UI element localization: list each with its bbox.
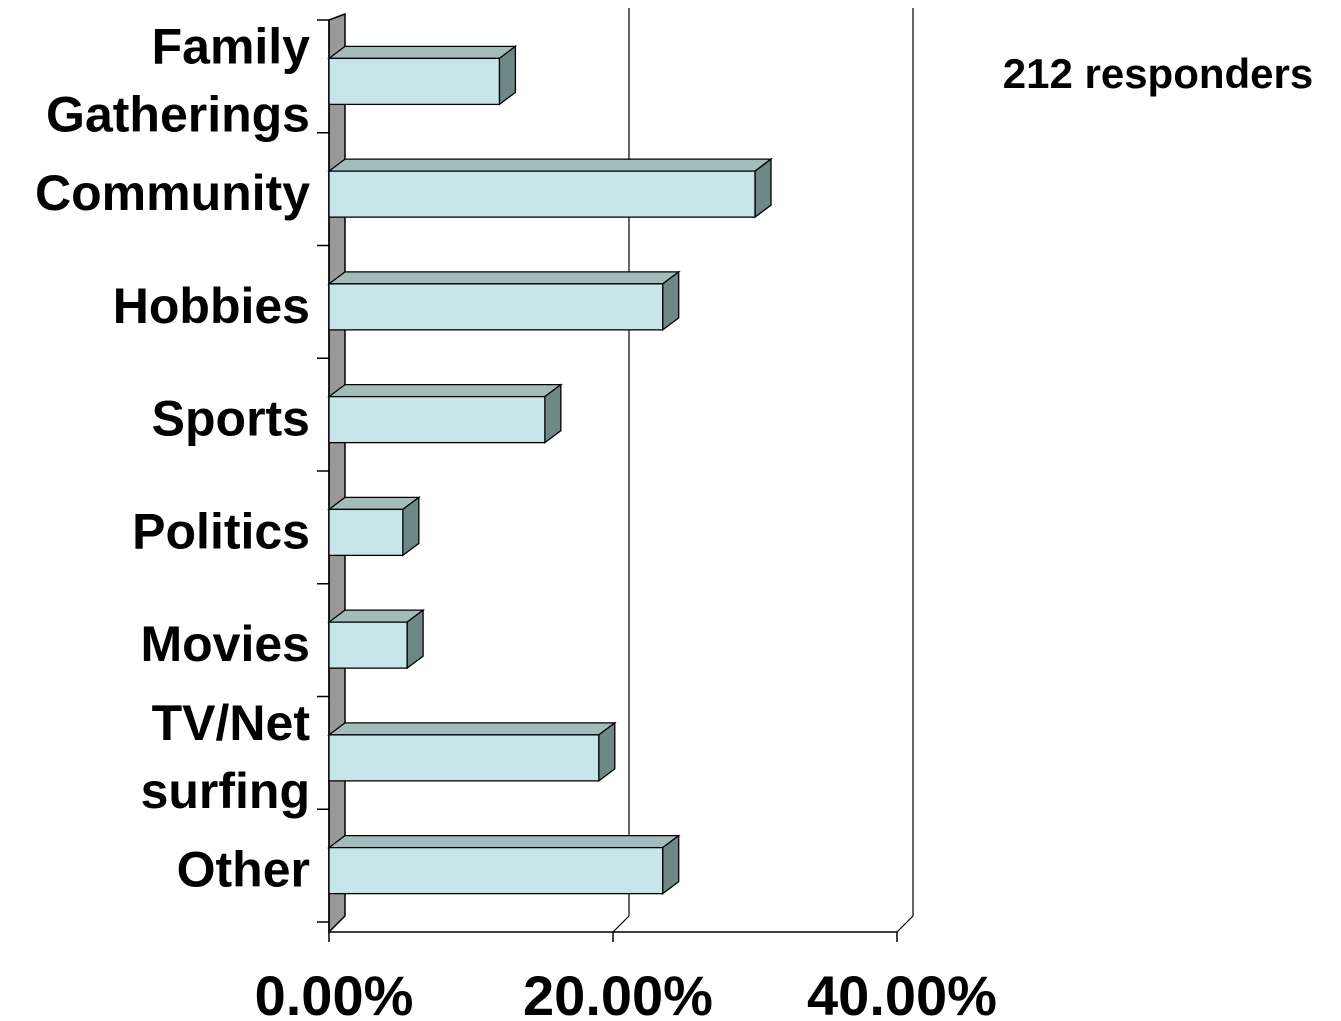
bar-front-face	[328, 734, 600, 782]
bar-front-face	[328, 621, 408, 669]
category-label-line: Family	[152, 18, 311, 74]
category-label: Sports	[152, 391, 310, 447]
category-label: Other	[177, 842, 310, 898]
category-label-line: Gatherings	[46, 86, 310, 142]
bar-front-face	[328, 57, 501, 106]
bar-front-face	[328, 170, 756, 218]
bar-top-face	[327, 722, 617, 736]
bar-front-face	[328, 395, 546, 444]
category-label-line: Politics	[132, 503, 310, 559]
category-label-line: Other	[177, 842, 310, 898]
chart-wall	[328, 12, 346, 934]
x-tick-labels: 0.00% 20.00% 40.00%	[255, 964, 997, 1021]
category-label-line: Sports	[152, 391, 310, 447]
responders-annotation: 212 responders	[1003, 50, 1314, 97]
bar-top-face	[327, 271, 681, 285]
category-label: Politics	[132, 503, 310, 559]
gridlines	[612, 8, 914, 933]
bar-front-face	[328, 508, 404, 557]
bar-top-face	[327, 45, 518, 60]
x-tick-label: 20.00%	[523, 964, 713, 1021]
category-label-line: surfing	[141, 763, 310, 819]
category-label-line: Movies	[140, 616, 310, 672]
gridline-floor	[896, 915, 914, 933]
category-labels: Family Gatherings Community Hobbies Sports Po…	[35, 18, 310, 897]
bar-front-face	[328, 283, 664, 331]
bar-top-face	[327, 158, 773, 172]
x-tick-label: 0.00%	[255, 964, 414, 1021]
axes	[317, 12, 898, 942]
category-label: TV/Net surfing	[141, 695, 311, 819]
bar	[327, 721, 617, 783]
bar	[327, 270, 681, 332]
category-label-line: TV/Net	[152, 695, 311, 751]
bar	[327, 45, 518, 106]
category-label: Community	[35, 165, 310, 221]
category-label: Hobbies	[113, 278, 310, 334]
category-label: Movies	[140, 616, 310, 672]
bar	[327, 383, 563, 444]
x-tick-label: 40.00%	[807, 964, 997, 1021]
bar-front-face	[328, 846, 664, 895]
bar	[327, 608, 426, 670]
category-label-line: Community	[35, 165, 310, 221]
bar-top-face	[327, 834, 681, 849]
bar	[327, 496, 421, 557]
bar	[327, 157, 773, 219]
category-label: Family Gatherings	[46, 18, 310, 142]
category-label-line: Hobbies	[113, 278, 310, 334]
gridline-floor	[612, 915, 630, 933]
bars	[327, 45, 773, 895]
bar-top-face	[327, 383, 563, 398]
bar	[327, 834, 681, 895]
